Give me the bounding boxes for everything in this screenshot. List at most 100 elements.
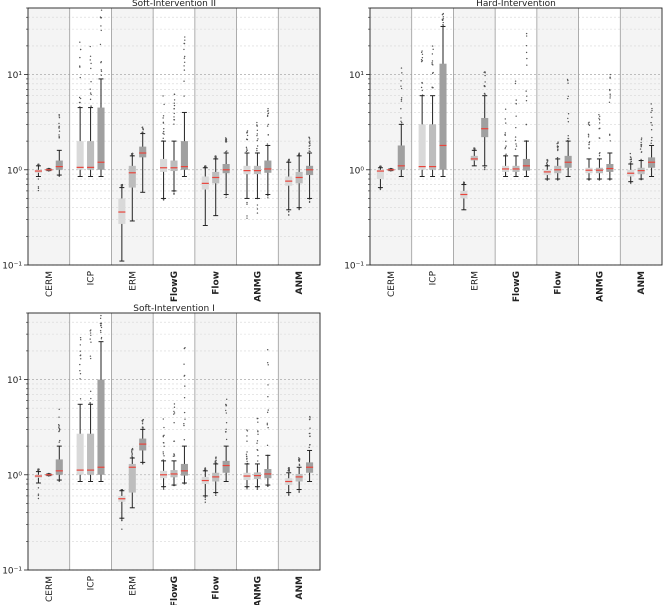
flier-point: [141, 131, 144, 133]
box-anm-1: [627, 152, 635, 184]
flier-point: [121, 184, 124, 186]
flier-point: [556, 142, 558, 145]
flier-point: [183, 347, 186, 350]
flier-point: [420, 59, 423, 61]
flier-point: [267, 112, 270, 115]
flier-point: [431, 62, 433, 64]
flier-point: [256, 139, 258, 142]
box-anm-3: [306, 136, 314, 204]
flier-point: [515, 99, 517, 101]
flier-point: [246, 217, 248, 219]
flier-point: [131, 453, 133, 456]
flier-point: [288, 214, 290, 216]
flier-point: [504, 108, 507, 110]
y-tick-label: 10⁰: [7, 166, 22, 176]
flier-point: [246, 460, 248, 463]
flier-point: [183, 48, 185, 51]
flier-point: [308, 150, 310, 152]
box-cerm-2: [387, 167, 395, 172]
flier-point: [100, 338, 103, 340]
flier-point: [100, 331, 102, 334]
flier-point: [609, 76, 611, 78]
box-flow-2: [554, 141, 562, 181]
box-icp-3: [97, 314, 105, 482]
flier-point: [483, 92, 486, 95]
x-tick-label: FlowG: [170, 271, 180, 302]
box-body: [76, 433, 84, 475]
flier-point: [525, 32, 528, 35]
flier-point: [90, 341, 92, 343]
box-flowg-1: [502, 108, 510, 177]
flier-point: [266, 411, 269, 414]
flier-point: [484, 74, 486, 77]
flier-point: [162, 132, 164, 135]
flier-point: [183, 411, 186, 414]
flier-point: [640, 141, 642, 144]
flier-point: [79, 97, 82, 100]
flier-point: [400, 80, 402, 82]
box-cerm-1: [34, 163, 42, 192]
flier-point: [525, 90, 527, 92]
flier-point: [99, 317, 102, 320]
flier-point: [162, 117, 164, 119]
flier-point: [246, 435, 248, 437]
flier-point: [505, 122, 507, 124]
flier-point: [173, 192, 175, 194]
box-cerm-3: [397, 67, 405, 177]
category-band: [453, 8, 496, 265]
chart-panel-1: 10⁻¹ 10⁰ 10¹ CERM ICP ERM FlowG Flow ANMG ANM Soft…: [2, 0, 321, 302]
flier-point: [267, 364, 269, 366]
box-body: [429, 124, 437, 170]
x-tick-label: ANMG: [253, 576, 263, 605]
flier-point: [288, 493, 290, 496]
box-icp-1: [76, 41, 84, 177]
axes-frame: [27, 312, 321, 571]
flier-point: [183, 363, 185, 365]
flier-point: [173, 412, 176, 414]
flier-point: [308, 200, 311, 203]
flier-point: [162, 487, 165, 489]
flier-point: [308, 136, 310, 138]
flier-point: [100, 9, 103, 11]
flier-point: [421, 53, 424, 55]
flier-point: [256, 449, 258, 451]
flier-point: [308, 444, 311, 446]
flier-point: [131, 455, 133, 458]
flier-point: [162, 442, 165, 444]
flier-point: [162, 488, 165, 490]
box-body: [606, 163, 614, 172]
flier-point: [256, 204, 259, 206]
flier-point: [100, 70, 103, 72]
box-anm-3: [648, 103, 656, 177]
flier-point: [58, 137, 60, 139]
flier-point: [308, 446, 310, 449]
flier-point: [256, 145, 259, 147]
box-body: [128, 463, 136, 493]
flier-point: [515, 143, 517, 145]
flier-point: [90, 334, 92, 337]
x-tick-label: Flow: [212, 271, 222, 295]
flier-point: [598, 122, 601, 124]
flier-point: [609, 89, 611, 92]
chart-panel-2: 10⁻¹ 10⁰ 10¹ CERM ICP ERM FlowG Flow ANMG ANM Hard…: [344, 0, 663, 302]
flier-point: [162, 115, 165, 117]
flier-point: [37, 186, 40, 188]
flier-point: [183, 65, 185, 67]
flier-point: [298, 152, 301, 155]
box-flow-2: [212, 456, 220, 497]
flier-point: [421, 57, 424, 59]
flier-point: [225, 412, 228, 414]
flier-point: [99, 43, 102, 46]
x-tick-label: ANMG: [595, 271, 605, 302]
box-icp-3: [439, 12, 447, 177]
flier-point: [650, 129, 653, 131]
flier-point: [89, 402, 91, 405]
box-flowg-2: [512, 80, 520, 177]
flier-point: [37, 178, 40, 180]
flier-point: [245, 146, 248, 149]
flier-point: [89, 92, 92, 94]
category-band: [111, 8, 154, 265]
flier-point: [246, 131, 248, 134]
flier-point: [650, 121, 652, 124]
flier-point: [267, 485, 269, 488]
